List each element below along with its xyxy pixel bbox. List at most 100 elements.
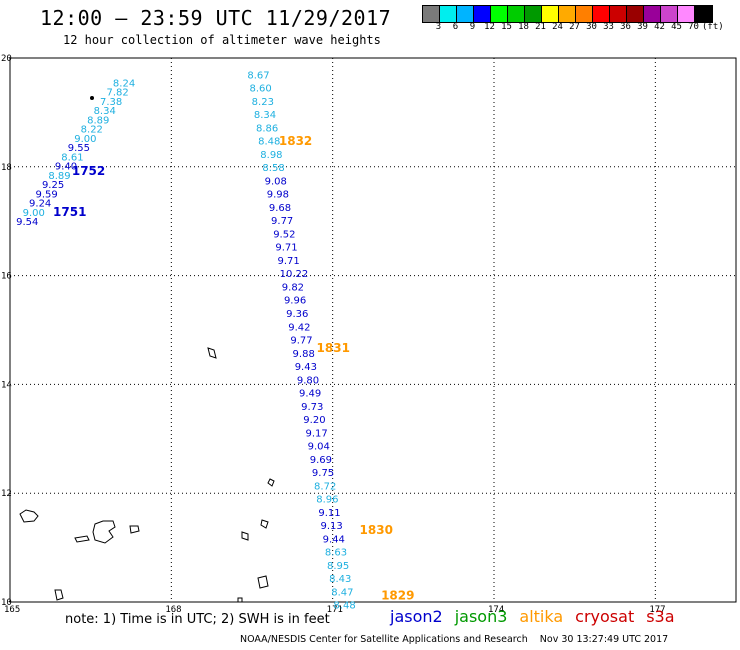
wave-height-value: 9.68 (269, 203, 291, 214)
wave-height-value: 8.48 (258, 137, 280, 148)
wave-height-value: 9.55 (68, 143, 90, 154)
lon-tick-label: 177 (649, 605, 665, 615)
wave-height-value: 9.71 (275, 243, 297, 254)
island-outline (267, 478, 275, 487)
legend-label: 70 (688, 22, 699, 32)
wave-height-value: 8.98 (260, 150, 282, 161)
legend-swatch (559, 6, 576, 22)
legend-label: 9 (469, 22, 476, 32)
lat-tick-label: 12 (1, 489, 12, 499)
satellite-jason3: jason3 (454, 607, 508, 626)
legend-swatch (661, 6, 678, 22)
wave-height-value: 9.98 (267, 190, 289, 201)
legend-swatch (593, 6, 610, 22)
legend-swatch (423, 6, 440, 22)
chart-subtitle: 12 hour collection of altimeter wave hei… (63, 33, 381, 47)
lat-tick-label: 10 (1, 598, 12, 608)
legend-swatch (525, 6, 542, 22)
wave-height-value: 8.48 (333, 601, 355, 612)
wave-height-value: 9.13 (321, 521, 343, 532)
wave-height-value: 9.11 (318, 508, 340, 519)
lon-tick-label: 174 (488, 605, 504, 615)
legend-swatch (542, 6, 559, 22)
wave-height-value: 9.25 (42, 180, 64, 191)
wave-height-value: 9.00 (74, 134, 96, 145)
wave-height-value: 9.36 (286, 309, 308, 320)
legend-label: (ft) (702, 22, 724, 32)
island-outline (241, 531, 249, 541)
wave-height-value: 9.42 (288, 322, 310, 333)
satellite-cryosat: cryosat (575, 607, 635, 626)
chart-title: 12:00 – 23:59 UTC 11/29/2017 (40, 6, 392, 30)
legend-label: 21 (535, 22, 546, 32)
legend-swatch (678, 6, 695, 22)
wave-height-value: 8.89 (48, 171, 70, 182)
wave-height-value: 8.47 (331, 587, 353, 598)
island-dot (90, 96, 94, 100)
color-scale-legend (422, 5, 713, 23)
island-outline (74, 535, 90, 543)
legend-label: 45 (671, 22, 682, 32)
lat-tick-label: 18 (1, 163, 12, 173)
lat-tick-label: 16 (1, 272, 12, 282)
wave-height-value: 8.89 (87, 115, 109, 126)
wave-height-value: 9.96 (284, 296, 306, 307)
wave-height-value: 9.69 (310, 455, 332, 466)
lon-tick-label: 171 (327, 605, 343, 615)
wave-height-value: 9.54 (16, 217, 38, 228)
time-label: 1830 (360, 523, 393, 537)
wave-height-value: 10.22 (280, 269, 309, 280)
legend-swatch (457, 6, 474, 22)
legend-label: 6 (452, 22, 459, 32)
island-outline (92, 520, 116, 544)
wave-height-value: 8.58 (262, 163, 284, 174)
legend-label: 12 (484, 22, 495, 32)
wave-height-value: 9.52 (273, 229, 295, 240)
lon-tick-label: 165 (4, 605, 20, 615)
time-label: 1829 (381, 588, 414, 602)
wave-height-value: 8.24 (113, 78, 135, 89)
satellite-s3a: s3a (646, 607, 675, 626)
wave-height-value: 9.00 (23, 208, 45, 219)
wave-height-value: 9.77 (271, 216, 293, 227)
wave-height-value: 9.88 (293, 349, 315, 360)
wave-height-value: 8.63 (325, 548, 347, 559)
wave-height-value: 9.77 (290, 336, 312, 347)
satellite-jason2: jason2 (390, 607, 443, 626)
legend-swatch (474, 6, 491, 22)
wave-height-value: 8.43 (329, 574, 351, 585)
satellite-altika: altika (519, 607, 564, 626)
wave-height-value: 9.43 (295, 362, 317, 373)
legend-swatch (627, 6, 644, 22)
pass-label: 1751 (53, 205, 86, 219)
wave-height-value: 9.08 (265, 176, 287, 187)
satellite-legend: jason2 jason3 altika cryosat s3a (390, 607, 687, 626)
island-outline (19, 509, 39, 523)
altimeter-tracks: 8.247.827.388.348.898.229.009.558.619.40… (16, 70, 356, 611)
wave-height-value: 9.71 (277, 256, 299, 267)
legend-label: 18 (518, 22, 529, 32)
legend-label: 33 (603, 22, 614, 32)
wave-height-value: 8.34 (254, 110, 276, 121)
legend-swatch (644, 6, 661, 22)
wave-height-value: 9.24 (29, 199, 51, 210)
time-label: 1831 (317, 341, 350, 355)
wave-height-value: 8.60 (250, 84, 272, 95)
wave-height-value: 8.67 (247, 70, 269, 81)
wave-height-value: 8.61 (61, 152, 83, 163)
island-outline (260, 519, 269, 529)
lon-tick-label: 168 (165, 605, 181, 615)
wave-height-value: 9.04 (308, 442, 330, 453)
map-frame (9, 57, 737, 603)
wave-height-value: 7.38 (100, 97, 122, 108)
legend-swatch (610, 6, 627, 22)
map-axes: 165 168 171 174 177 20 18 16 14 12 10 (1, 54, 666, 615)
pass-time-labels: 1751 1752 1832 1831 1830 1829 (53, 134, 414, 602)
wave-height-value: 9.73 (301, 402, 323, 413)
legend-swatch (491, 6, 508, 22)
legend-label: 15 (501, 22, 512, 32)
map-grid (9, 57, 737, 603)
wave-height-value: 9.20 (303, 415, 325, 426)
pass-label: 1752 (72, 164, 105, 178)
